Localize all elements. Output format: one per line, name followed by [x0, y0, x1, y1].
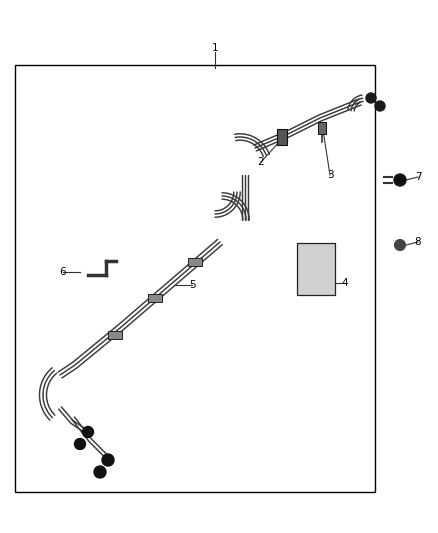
- Text: 1: 1: [212, 43, 218, 53]
- Bar: [318, 122, 326, 134]
- Circle shape: [301, 246, 311, 256]
- Text: 4: 4: [342, 278, 348, 288]
- Circle shape: [74, 439, 85, 449]
- Text: 5: 5: [189, 280, 195, 290]
- Circle shape: [366, 93, 376, 103]
- Circle shape: [82, 426, 93, 438]
- Circle shape: [94, 466, 106, 478]
- Bar: [148, 294, 162, 302]
- Circle shape: [321, 246, 331, 256]
- Bar: [277, 129, 287, 145]
- Text: 7: 7: [415, 172, 421, 182]
- Bar: [188, 258, 202, 266]
- Circle shape: [102, 454, 114, 466]
- Bar: [297, 243, 335, 295]
- Circle shape: [301, 282, 311, 292]
- Circle shape: [395, 239, 406, 251]
- Text: 2: 2: [258, 157, 264, 167]
- Circle shape: [95, 264, 102, 271]
- Circle shape: [321, 282, 331, 292]
- Text: 6: 6: [60, 267, 66, 277]
- Bar: [15, 65, 375, 492]
- Circle shape: [375, 101, 385, 111]
- Text: 8: 8: [415, 237, 421, 247]
- Bar: [108, 331, 122, 339]
- Text: 3: 3: [327, 170, 333, 180]
- Circle shape: [394, 174, 406, 186]
